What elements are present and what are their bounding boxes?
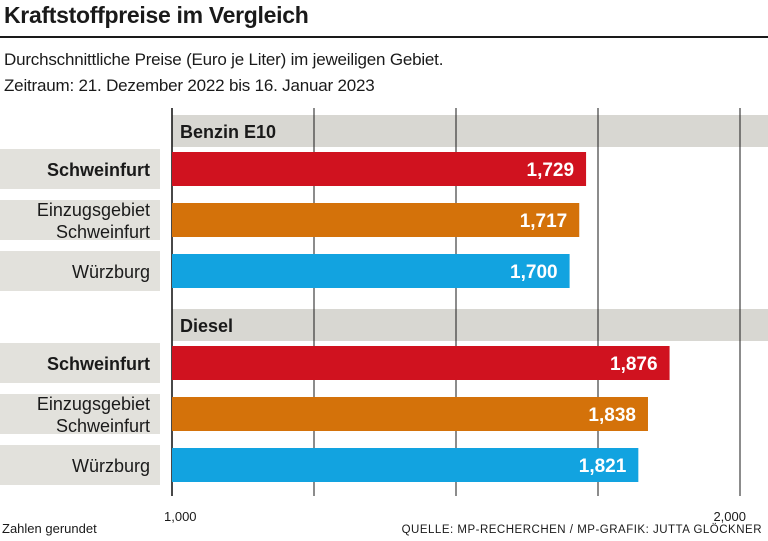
bar xyxy=(172,346,670,380)
bar xyxy=(172,152,587,186)
bar xyxy=(172,203,580,237)
row-label-band xyxy=(0,343,160,383)
row-label: Würzburg xyxy=(72,262,150,282)
row-label: Würzburg xyxy=(72,456,150,476)
bar-value-label: 1,821 xyxy=(579,456,627,477)
bar xyxy=(172,254,570,288)
row-label: Einzugsgebiet Schweinfurt xyxy=(37,200,150,242)
bar-value-label: 1,700 xyxy=(510,262,558,283)
row-label-band xyxy=(0,445,160,485)
bar xyxy=(172,448,639,482)
x-tick-label: 1,000 xyxy=(164,509,197,524)
chart-subtitle: Durchschnittliche Preise (Euro je Liter)… xyxy=(4,50,444,69)
row-label-band xyxy=(0,200,160,240)
group-header-band xyxy=(172,115,768,147)
bar-value-label: 1,876 xyxy=(610,354,658,375)
row-label: Einzugsgebiet Schweinfurt xyxy=(37,394,150,436)
row-label-band xyxy=(0,394,160,434)
group-header-band xyxy=(172,309,768,341)
row-label-band xyxy=(0,251,160,291)
x-tick-label: 2,000 xyxy=(713,509,746,524)
row-label: Schweinfurt xyxy=(47,354,150,374)
group-header-label: Diesel xyxy=(180,316,233,336)
bar-value-label: 1,717 xyxy=(520,211,568,232)
title-divider xyxy=(0,36,768,38)
bar-value-label: 1,729 xyxy=(527,160,575,181)
row-label: Schweinfurt xyxy=(47,160,150,180)
row-label-band xyxy=(0,149,160,189)
source-credit: QUELLE: MP-RECHERCHEN / MP-GRAFIK: JUTTA… xyxy=(401,524,762,536)
chart-title: Kraftstoffpreise im Vergleich xyxy=(4,2,309,28)
rounding-note: Zahlen gerundet xyxy=(2,521,97,536)
bar-value-label: 1,838 xyxy=(588,405,636,426)
bar xyxy=(172,397,648,431)
chart-period: Zeitraum: 21. Dezember 2022 bis 16. Janu… xyxy=(4,76,375,95)
group-header-label: Benzin E10 xyxy=(180,122,276,142)
